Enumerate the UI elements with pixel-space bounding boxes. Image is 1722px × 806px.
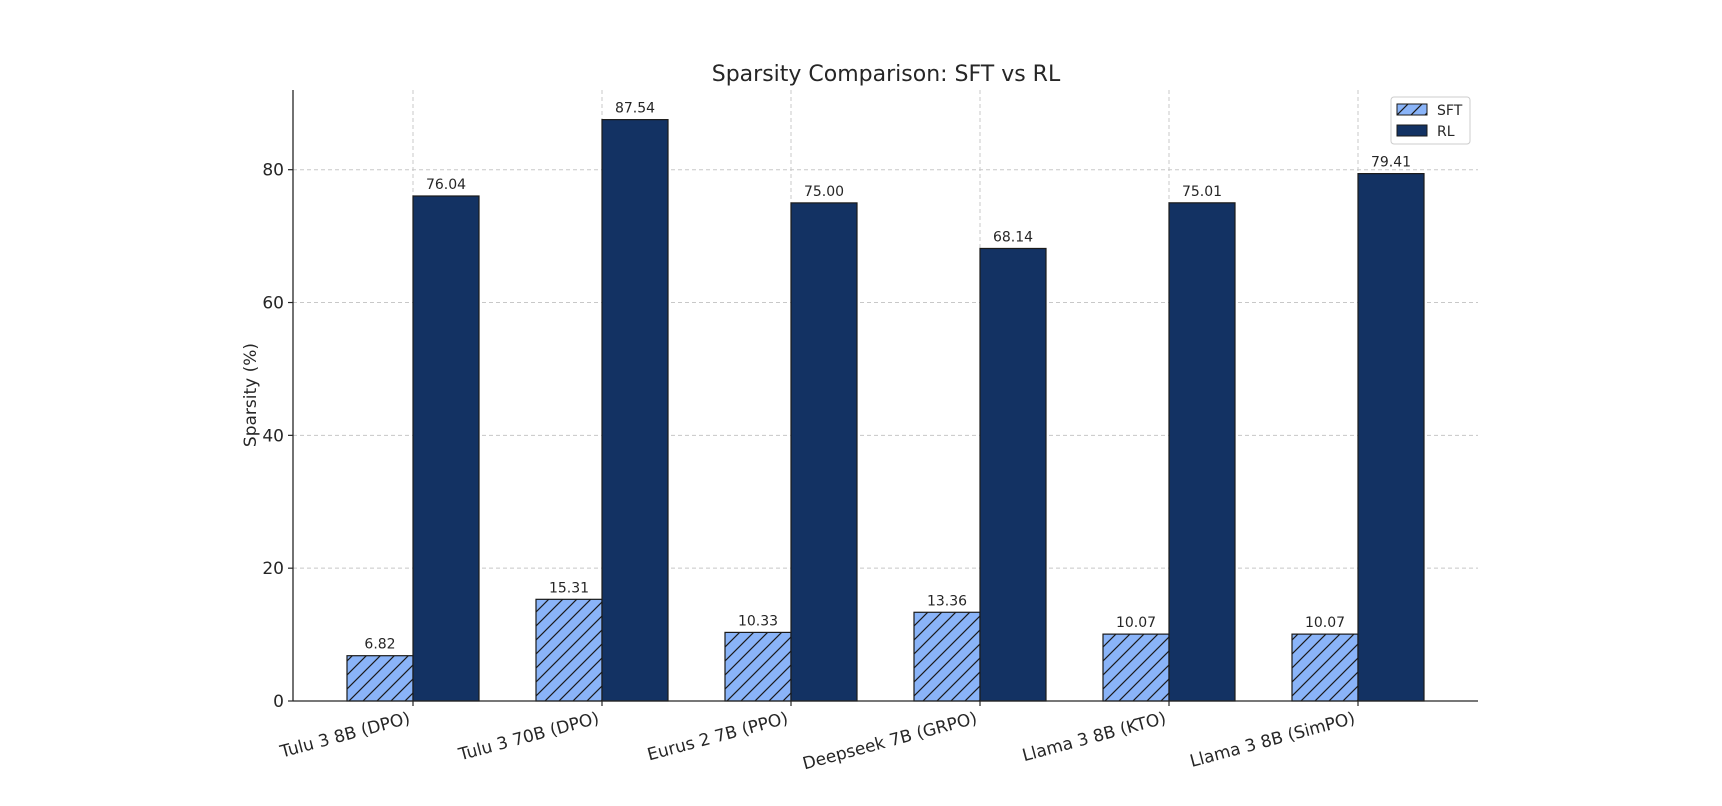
data-label-rl: 87.54 xyxy=(615,101,655,117)
data-label-sft: 15.31 xyxy=(549,580,589,596)
bar-rl xyxy=(1357,173,1425,702)
data-label-sft: 10.07 xyxy=(1305,615,1345,631)
data-label-sft: 6.82 xyxy=(364,637,395,653)
x-tick-label: Tulu 3 70B (DPO) xyxy=(456,709,602,766)
data-label-rl: 75.00 xyxy=(804,184,844,200)
y-tick-label: 40 xyxy=(262,426,284,446)
data-label-rl: 76.04 xyxy=(426,177,466,193)
data-labels: 6.82 76.04 15.31 87.54 10.33 75.00 13.36 68.14 1… xyxy=(364,101,1411,653)
legend-swatch-sft-hatch xyxy=(1397,104,1427,115)
bar-sft-hatch xyxy=(1292,634,1358,701)
x-tick-label: Llama 3 8B (SimPO) xyxy=(1188,709,1357,772)
data-label-sft: 10.07 xyxy=(1116,615,1156,631)
bars xyxy=(346,119,1425,702)
bar-rl xyxy=(412,195,480,702)
data-label-sft: 10.33 xyxy=(738,613,778,629)
legend: SFT RL xyxy=(1390,96,1471,145)
y-axis-label: Sparsity (%) xyxy=(241,343,261,447)
y-tick-label: 60 xyxy=(262,294,284,314)
chart-title: Sparsity Comparison: SFT vs RL xyxy=(712,62,1061,87)
bar-sft-hatch xyxy=(347,655,413,701)
y-tick-label: 20 xyxy=(262,559,284,579)
bar-rl xyxy=(790,202,858,702)
bar-rl xyxy=(1168,202,1236,702)
x-tick-label: Tulu 3 8B (DPO) xyxy=(277,709,412,763)
bar-rl xyxy=(979,247,1047,702)
legend-label-rl: RL xyxy=(1437,124,1455,140)
data-label-sft: 13.36 xyxy=(927,593,967,609)
legend-label-sft: SFT xyxy=(1437,103,1463,119)
x-tick-label: Eurus 2 7B (PPO) xyxy=(645,709,790,766)
x-tick-label: Llama 3 8B (KTO) xyxy=(1020,709,1168,767)
data-label-rl: 75.01 xyxy=(1182,184,1222,200)
data-label-rl: 68.14 xyxy=(993,229,1033,245)
data-label-rl: 79.41 xyxy=(1371,155,1411,171)
bar-sft-hatch xyxy=(725,632,791,701)
x-tick-label: Deepseek 7B (GRPO) xyxy=(801,709,980,775)
bar-sft-hatch xyxy=(914,612,980,701)
bar-sft-hatch xyxy=(1103,634,1169,701)
y-tick-label: 0 xyxy=(273,692,284,712)
bar-rl xyxy=(601,119,669,702)
axes xyxy=(292,90,1478,702)
bar-sft-hatch xyxy=(536,599,602,701)
y-tick-label: 80 xyxy=(262,161,284,181)
legend-swatch-rl xyxy=(1396,124,1428,137)
